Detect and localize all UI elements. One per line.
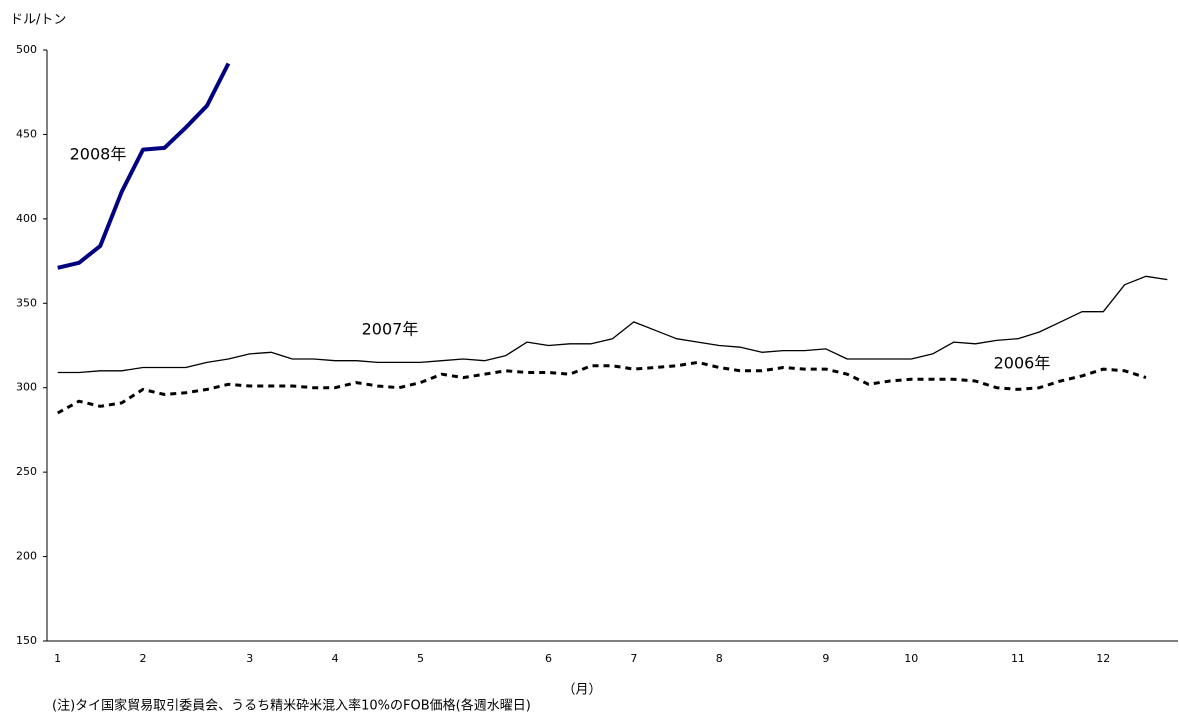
y-tick-label: 350 — [16, 296, 37, 309]
x-tick-label: 5 — [417, 652, 424, 665]
note: (注)タイ国家貿易取引委員会、うるち精米砕米混入率10%のFOB価格(各週水曜日… — [52, 698, 531, 714]
series-label: 2006年 — [994, 354, 1051, 373]
y-tick-label: 250 — [16, 465, 37, 478]
x-tick-label: 9 — [822, 652, 829, 665]
x-tick-label: 3 — [246, 652, 253, 665]
y-tick-label: 150 — [16, 634, 37, 647]
x-tick-label: 7 — [630, 652, 637, 665]
series-line — [57, 62, 231, 270]
y-tick-label: 300 — [16, 381, 37, 394]
x-axis-label: （月） — [562, 683, 601, 698]
y-tick-label: 450 — [16, 127, 37, 140]
y-tick-label: 400 — [16, 212, 37, 225]
x-tick-label: 11 — [1011, 652, 1025, 665]
series-label: 2007年 — [362, 320, 419, 339]
series-label: 2008年 — [70, 145, 127, 164]
series-line — [57, 275, 1168, 374]
x-tick-label: 2 — [140, 652, 147, 665]
y-tick-label: 500 — [16, 43, 37, 56]
x-tick-label: 8 — [716, 652, 723, 665]
x-tick-label: 4 — [332, 652, 339, 665]
x-tick-label: 1 — [54, 652, 61, 665]
y-axis-label: ドル/トン — [10, 13, 66, 28]
x-tick-label: 10 — [904, 652, 918, 665]
x-tick-label: 12 — [1096, 652, 1110, 665]
y-tick-label: 200 — [16, 550, 37, 563]
x-tick-label: 6 — [545, 652, 552, 665]
series-line — [56, 360, 1147, 415]
